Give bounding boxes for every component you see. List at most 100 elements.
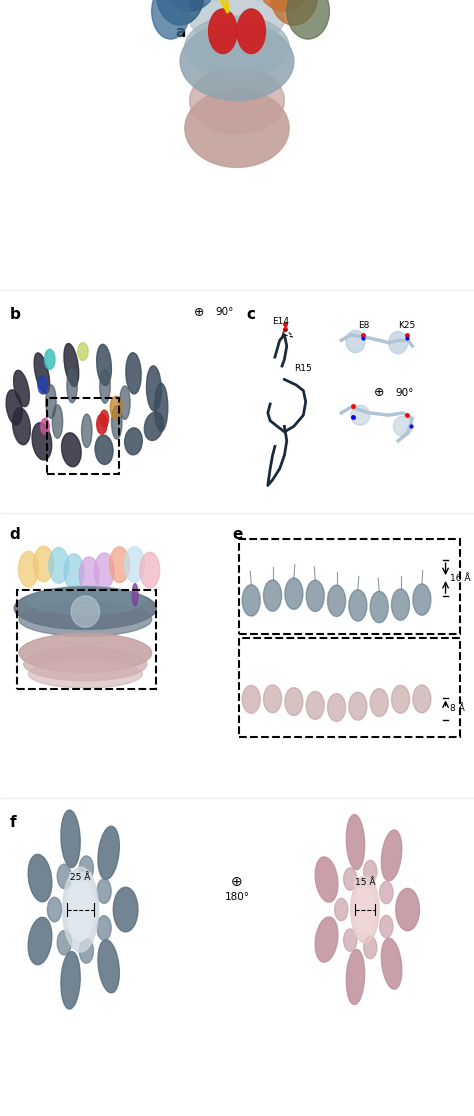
Ellipse shape — [46, 385, 56, 418]
Ellipse shape — [19, 603, 152, 636]
Ellipse shape — [389, 331, 408, 354]
Ellipse shape — [382, 830, 402, 881]
Ellipse shape — [125, 427, 142, 455]
Ellipse shape — [34, 546, 54, 581]
Ellipse shape — [209, 9, 237, 54]
Ellipse shape — [119, 386, 130, 420]
Ellipse shape — [190, 67, 284, 134]
Ellipse shape — [264, 580, 282, 612]
Ellipse shape — [14, 587, 156, 629]
Ellipse shape — [380, 915, 393, 937]
Ellipse shape — [146, 366, 161, 411]
Text: 180°: 180° — [225, 893, 249, 902]
Text: 15 Å: 15 Å — [355, 878, 375, 887]
Text: d: d — [9, 527, 20, 541]
Ellipse shape — [98, 940, 119, 993]
Ellipse shape — [180, 22, 294, 100]
Ellipse shape — [392, 685, 410, 713]
Ellipse shape — [140, 552, 160, 588]
Ellipse shape — [28, 855, 52, 902]
Ellipse shape — [26, 587, 145, 614]
Text: ⊕: ⊕ — [194, 306, 204, 319]
Ellipse shape — [32, 423, 52, 460]
Bar — [47, 398, 118, 474]
Ellipse shape — [285, 578, 303, 609]
Ellipse shape — [45, 349, 55, 369]
Ellipse shape — [287, 0, 329, 39]
Ellipse shape — [328, 585, 346, 616]
Ellipse shape — [155, 384, 168, 432]
Text: E14: E14 — [273, 317, 290, 326]
Ellipse shape — [24, 647, 147, 681]
Ellipse shape — [346, 815, 365, 869]
Text: K25: K25 — [398, 321, 415, 330]
Ellipse shape — [125, 547, 145, 583]
Ellipse shape — [349, 692, 367, 720]
Ellipse shape — [393, 416, 412, 436]
Ellipse shape — [364, 860, 377, 883]
Ellipse shape — [145, 412, 164, 441]
Ellipse shape — [64, 554, 84, 589]
Ellipse shape — [97, 915, 111, 940]
Ellipse shape — [18, 551, 38, 587]
Ellipse shape — [79, 856, 93, 881]
Ellipse shape — [346, 330, 365, 353]
Ellipse shape — [346, 950, 365, 1004]
Ellipse shape — [28, 917, 52, 964]
Ellipse shape — [113, 887, 138, 932]
Ellipse shape — [190, 0, 284, 42]
Bar — [17, 590, 156, 689]
Ellipse shape — [78, 343, 88, 360]
Ellipse shape — [61, 810, 80, 867]
Text: E8: E8 — [358, 321, 369, 330]
Ellipse shape — [315, 857, 338, 902]
Ellipse shape — [64, 344, 79, 386]
Ellipse shape — [61, 952, 80, 1009]
Ellipse shape — [126, 353, 141, 394]
Ellipse shape — [49, 548, 69, 584]
Text: e: e — [232, 527, 243, 541]
Ellipse shape — [98, 826, 119, 879]
Text: 8 Å: 8 Å — [450, 704, 465, 713]
Ellipse shape — [57, 931, 72, 955]
Ellipse shape — [306, 692, 324, 720]
Ellipse shape — [13, 407, 30, 444]
Ellipse shape — [351, 405, 370, 425]
Ellipse shape — [97, 344, 111, 385]
Ellipse shape — [242, 585, 260, 616]
Circle shape — [351, 876, 379, 943]
Bar — [239, 638, 460, 737]
Ellipse shape — [100, 411, 109, 426]
Text: R15: R15 — [294, 364, 311, 373]
Ellipse shape — [79, 557, 99, 593]
Ellipse shape — [52, 405, 63, 439]
Ellipse shape — [111, 405, 122, 439]
Ellipse shape — [97, 879, 111, 904]
Ellipse shape — [256, 0, 313, 11]
Ellipse shape — [38, 376, 47, 394]
Ellipse shape — [71, 596, 100, 627]
Ellipse shape — [349, 590, 367, 622]
Ellipse shape — [152, 0, 190, 39]
Circle shape — [67, 878, 94, 941]
Ellipse shape — [306, 580, 324, 612]
Ellipse shape — [6, 389, 22, 425]
Ellipse shape — [47, 897, 62, 922]
Ellipse shape — [370, 591, 388, 623]
Ellipse shape — [79, 939, 93, 963]
Ellipse shape — [344, 929, 357, 951]
Ellipse shape — [62, 433, 81, 466]
Ellipse shape — [156, 0, 204, 26]
Ellipse shape — [380, 882, 393, 904]
Text: a: a — [175, 25, 186, 39]
Ellipse shape — [413, 685, 431, 713]
Circle shape — [63, 867, 99, 952]
Bar — [239, 539, 460, 634]
Ellipse shape — [382, 939, 402, 989]
Ellipse shape — [270, 0, 318, 26]
Ellipse shape — [185, 17, 289, 78]
Text: 16 Å: 16 Å — [450, 574, 471, 583]
Ellipse shape — [237, 9, 265, 54]
Ellipse shape — [335, 898, 348, 921]
Text: b: b — [9, 307, 20, 321]
